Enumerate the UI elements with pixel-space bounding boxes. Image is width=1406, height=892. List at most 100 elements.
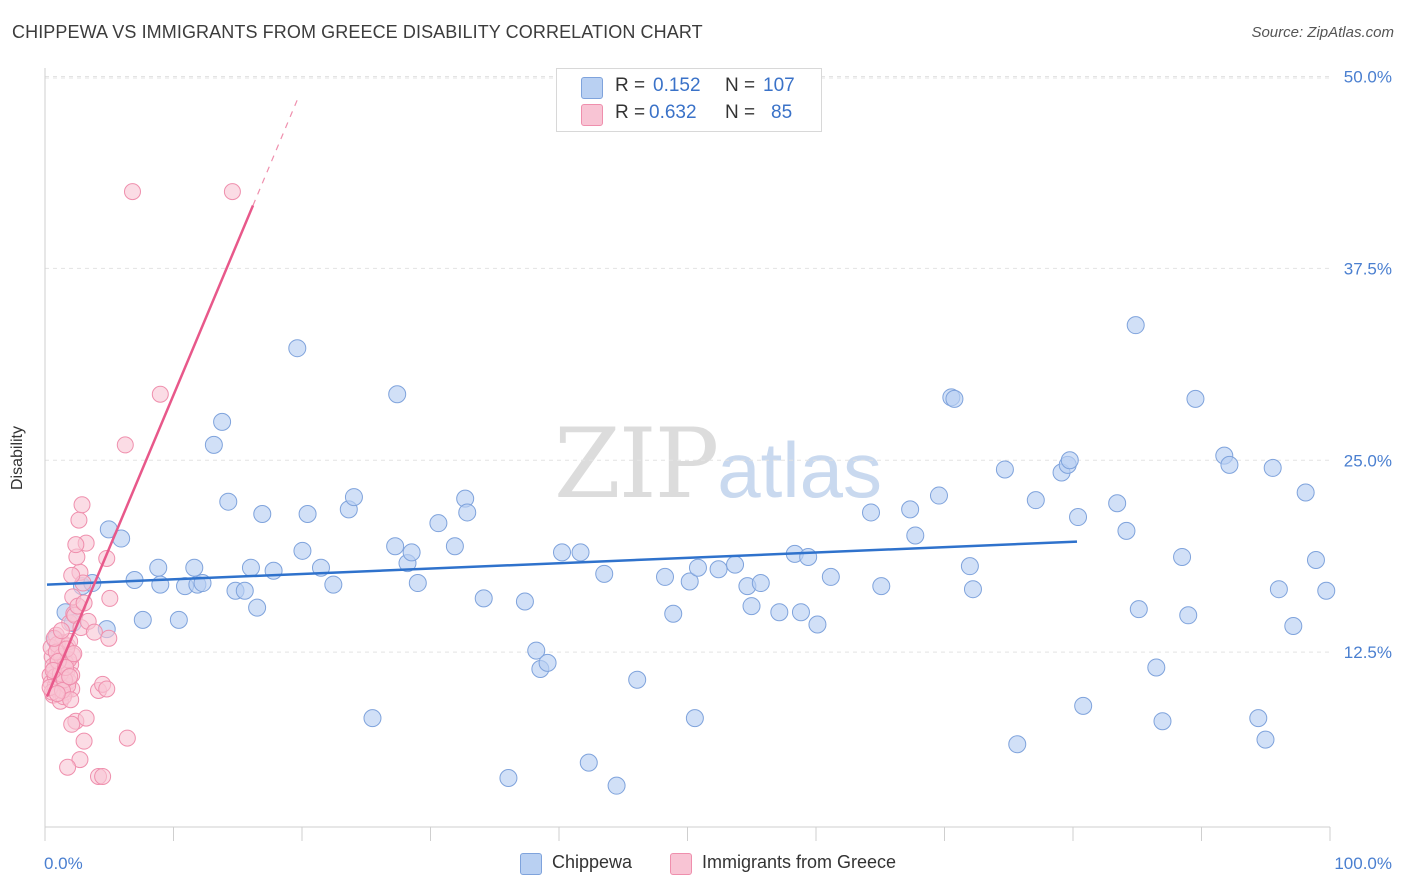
greece-point	[70, 511, 88, 529]
chippewa-point	[402, 543, 421, 562]
greece-point	[75, 732, 93, 750]
legend-r-label: R =	[615, 102, 646, 123]
legend-n-label: N =	[725, 102, 756, 123]
chippewa-point	[386, 537, 405, 556]
chippewa-point	[388, 385, 407, 404]
chippewa-point	[1026, 491, 1045, 510]
chippewa-point	[929, 486, 948, 505]
greece-point	[61, 668, 79, 686]
chippewa-point	[1074, 696, 1093, 715]
greece-point	[100, 629, 118, 647]
chippewa-point	[571, 543, 590, 562]
greece-point	[59, 758, 77, 776]
chippewa-point	[298, 504, 317, 523]
chippewa-point	[901, 500, 920, 519]
chippewa-point	[862, 503, 880, 522]
chippewa-point	[474, 589, 493, 608]
source-note: Source: ZipAtlas.com	[1251, 24, 1394, 41]
greece-point	[73, 496, 91, 514]
correlation-legend: R = 0.152 N = 107 R = 0.632 N = 85	[556, 68, 822, 132]
greece-point	[94, 767, 112, 785]
greece-trend-line	[45, 204, 255, 698]
chippewa-point	[751, 574, 770, 593]
chippewa-trend-line	[46, 540, 1078, 586]
chippewa-point	[363, 709, 382, 728]
chippewa-point	[726, 555, 745, 574]
greece-swatch	[670, 853, 692, 875]
chippewa-point	[133, 610, 152, 629]
chippewa-point	[213, 412, 232, 431]
watermark-zip: ZIP	[554, 408, 719, 520]
y-tick-label: 50.0%	[1344, 68, 1392, 87]
greece-point	[98, 680, 116, 698]
greece-point	[151, 385, 169, 403]
chippewa-point	[1269, 580, 1288, 599]
greece-point	[63, 715, 81, 733]
y-tick-label: 25.0%	[1344, 451, 1392, 470]
chippewa-point	[219, 492, 238, 511]
greece-point	[223, 183, 241, 201]
chippewa-point	[1069, 508, 1088, 527]
chippewa-point	[538, 653, 557, 672]
chippewa-point	[1008, 735, 1027, 754]
chippewa-point	[709, 560, 728, 579]
chippewa-point	[791, 603, 810, 622]
chippewa-point	[1173, 547, 1192, 566]
chippewa-point	[1147, 658, 1166, 677]
greece-point	[116, 436, 134, 454]
legend-n-value: 107	[763, 75, 795, 96]
chippewa-swatch	[520, 853, 542, 875]
chippewa-point	[553, 543, 571, 562]
chippewa-point	[1284, 617, 1303, 636]
chippewa-point	[253, 504, 272, 523]
chippewa-point	[607, 776, 626, 795]
chippewa-point	[1306, 551, 1325, 570]
chippewa-point	[1263, 458, 1282, 477]
chippewa-point	[770, 603, 789, 622]
chippewa-point	[527, 641, 546, 660]
chippewa-point	[429, 514, 448, 533]
x-tick-label: 100.0%	[1334, 854, 1392, 873]
chippewa-point	[235, 581, 254, 600]
chippewa-point	[248, 598, 267, 617]
y-tick-label: 12.5%	[1344, 643, 1392, 662]
chippewa-point	[945, 389, 964, 408]
chippewa-swatch	[581, 77, 603, 99]
chippewa-point	[821, 567, 840, 586]
chippewa-point	[1126, 316, 1145, 335]
greece-point	[123, 183, 141, 201]
chippewa-point	[1108, 494, 1127, 513]
chippewa-point	[685, 709, 704, 728]
greece-point	[77, 709, 95, 727]
legend-r-value: 0.632	[649, 102, 697, 123]
chippewa-point	[445, 537, 464, 556]
greece-point	[101, 589, 119, 607]
greece-point	[71, 751, 89, 769]
chippewa-point	[1060, 451, 1079, 470]
chippewa-point	[1129, 600, 1148, 619]
chippewa-point	[906, 526, 925, 545]
chippewa-point	[628, 670, 647, 689]
chippewa-point	[742, 597, 761, 616]
chippewa-point	[241, 558, 260, 577]
chippewa-point	[324, 575, 343, 594]
chippewa-point	[1317, 581, 1336, 600]
watermark-atlas: atlas	[717, 426, 882, 514]
chippewa-point	[963, 580, 982, 599]
chippewa-point	[149, 558, 168, 577]
chippewa-point	[264, 561, 283, 580]
chippewa-point	[595, 564, 614, 583]
chippewa-point	[1186, 389, 1205, 408]
chippewa-point	[995, 460, 1014, 479]
chippewa-point	[872, 577, 891, 596]
chippewa-point	[288, 339, 307, 358]
chippewa-point	[169, 610, 188, 629]
chippewa-point	[1153, 712, 1172, 731]
chippewa-point	[960, 557, 979, 576]
chippewa-point	[656, 567, 674, 586]
chippewa-point	[579, 753, 598, 772]
chippewa-point	[1179, 606, 1198, 625]
chippewa-point	[1117, 521, 1136, 540]
chippewa-point	[664, 604, 683, 623]
